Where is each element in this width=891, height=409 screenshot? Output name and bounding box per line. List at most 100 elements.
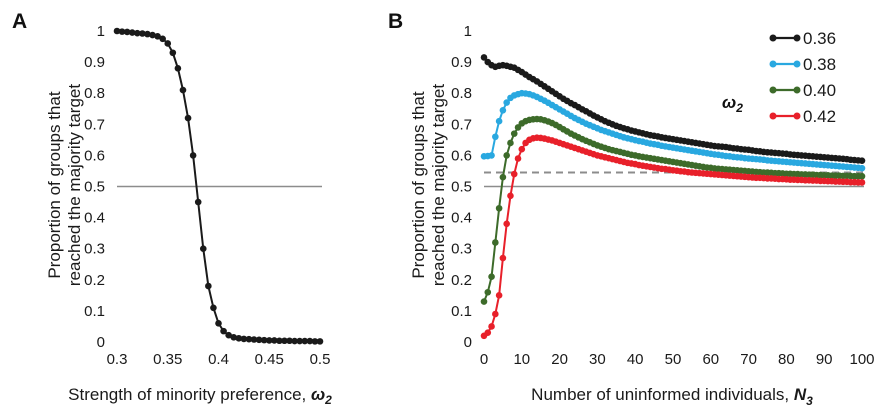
panel-b-series-0.40-point (503, 152, 510, 159)
panel-a-series-0-point (306, 337, 314, 345)
panel-a: A Proportion of groups that reached the … (12, 10, 332, 407)
panel-a-ytick-label: 0.1 (84, 303, 105, 320)
panel-a-series-0-point (265, 337, 273, 344)
panel-a-series-0-point (301, 337, 309, 345)
panel-a-ylabel-line2: reached the majority target (65, 84, 84, 286)
panel-b-xtick-label: 30 (589, 351, 606, 368)
panel-a-series-0-point (194, 198, 202, 206)
panel-b-xlabel-symbol: N (794, 385, 807, 404)
panel-b-xtick-label: 70 (740, 351, 757, 368)
panel-b-series-0.42-point (858, 179, 866, 186)
panel-b-series-0.42-point (514, 155, 522, 162)
panel-a-series-0-point (260, 336, 268, 344)
legend-label: 0.38 (803, 55, 836, 74)
panel-b-series-0.40-point (510, 130, 518, 137)
panel-a-xtick-label: 0.35 (153, 351, 182, 368)
panel-a-series-0-point (311, 338, 319, 345)
panel-a-ytick-label: 0.4 (84, 210, 105, 227)
panel-b-ytick-label: 0.1 (451, 303, 472, 320)
panel-a-xtick-label: 0.4 (208, 351, 229, 368)
panel-b-series-0.40-point (484, 288, 492, 296)
panel-a-series-0-point (199, 245, 207, 252)
legend-swatch-marker (793, 34, 801, 42)
panel-a-series-0-point (134, 29, 141, 37)
panel-b-xtick-label: 100 (849, 351, 874, 368)
panel-b-ytick-label: 0 (464, 334, 472, 351)
panel-a-series-0-point (281, 337, 288, 345)
panel-b-ytick-label: 0.2 (451, 272, 472, 289)
panel-a-series-0-point (215, 320, 222, 327)
panel-a-ytick-label: 0.3 (84, 241, 105, 258)
panel-a-series-0-point (118, 28, 126, 35)
panel-a-series-0-point (164, 40, 172, 47)
panel-b-series-0.42-point (495, 292, 503, 299)
panel-b-series-0.40-point (507, 139, 514, 147)
panel-a-series-0-point (189, 152, 197, 159)
panel-b-series-0.42-point (499, 254, 507, 262)
legend-swatch-marker (793, 112, 801, 120)
panel-a-series-0-point (113, 27, 121, 35)
panel-a-series-0-point (245, 335, 253, 343)
legend-swatch-marker (769, 34, 777, 42)
panel-a-series-0-point (235, 334, 243, 342)
panel-a-xlabel: Strength of minority preference, ω2 (68, 385, 332, 407)
panel-b-ytick-label: 0.9 (451, 54, 472, 71)
panel-a-series-0-point (139, 30, 146, 37)
panel-a-ytick-label: 0.2 (84, 272, 105, 289)
panel-b: B Proportion of groups that reached the … (388, 10, 813, 408)
panel-b-ytick-label: 0.8 (451, 85, 472, 102)
panel-a-ytick-label: 0.9 (84, 54, 105, 71)
legend-title-symbol: ω (722, 93, 736, 112)
panel-a-series-0-point (276, 337, 283, 345)
panel-a-series-0-point (250, 336, 258, 343)
panel-b-series-0.36-point (858, 157, 866, 164)
chart-marks: 00.10.20.30.40.50.60.70.80.910.3 0.35 0.4 0… (84, 23, 874, 368)
panel-b-series-0.38-point (495, 117, 503, 125)
panel-a-series-0-point (240, 335, 248, 343)
panel-b-series-0.40-point (858, 172, 866, 180)
panel-b-ylabel-line2: reached the majority target (429, 84, 448, 286)
panel-b-series-0.38-point (492, 133, 499, 141)
panel-a-ytick-label: 1 (97, 23, 105, 40)
panel-a-series-0-point (154, 32, 161, 40)
panel-b-ytick-label: 0.4 (451, 210, 472, 227)
panel-a-series-0-point (286, 337, 293, 345)
panel-a-series-0-point (255, 336, 263, 344)
panel-a-series-0-point (316, 338, 324, 345)
panel-b-xtick-label: 90 (816, 351, 833, 368)
panel-b-series-0.38-point (488, 152, 495, 159)
panel-a-series-0-point (149, 31, 156, 39)
panel-b-plot: 00.10.20.30.40.50.60.70.80.910 10 20 30 40 50… (451, 23, 874, 368)
legend-label: 0.40 (803, 81, 836, 100)
panel-b-xtick-label: 50 (665, 351, 682, 368)
legend-swatch-marker (769, 112, 777, 120)
panel-a-series-0-point (128, 29, 136, 36)
panel-a-label: A (12, 10, 27, 33)
panel-b-xtick-label: 20 (551, 351, 568, 368)
panel-a-xlabel-text: Strength of minority preference, (68, 385, 311, 404)
legend-label: 0.36 (803, 29, 836, 48)
panel-a-series-0-point (179, 86, 187, 94)
panel-a-series-0-point (271, 337, 278, 344)
panel-b-series-0.42-point (492, 310, 499, 318)
panel-a-series-0-point (144, 30, 151, 38)
panel-b-series-0.40-point (480, 298, 488, 305)
panel-a-series-0-point (220, 327, 227, 335)
panel-b-ytick-label: 1 (464, 23, 472, 40)
legend-label: 0.42 (803, 107, 836, 126)
panel-b-series-0.42-point (503, 220, 510, 228)
panel-b-ylabel-line1: Proportion of groups that (409, 91, 428, 278)
panel-b-series-0.38-point (858, 164, 866, 172)
panel-a-ytick-label: 0 (97, 334, 105, 351)
legend-title: ω2 (722, 93, 743, 115)
panel-b-ytick-label: 0.5 (451, 179, 472, 196)
panel-a-series-0-point (174, 65, 182, 72)
panel-b-series-0.42-point (484, 329, 492, 336)
panel-a-series-0-point (169, 49, 177, 57)
panel-b-series-0.40-point (499, 173, 507, 181)
panel-a-series-0-point (159, 35, 166, 43)
panel-b-series-0.40-point (488, 273, 495, 280)
panel-a-ytick-label: 0.6 (84, 147, 105, 164)
panel-b-xlabel-text: Number of uninformed individuals, (531, 385, 794, 404)
panel-b-xtick-label: 0 (480, 351, 488, 368)
